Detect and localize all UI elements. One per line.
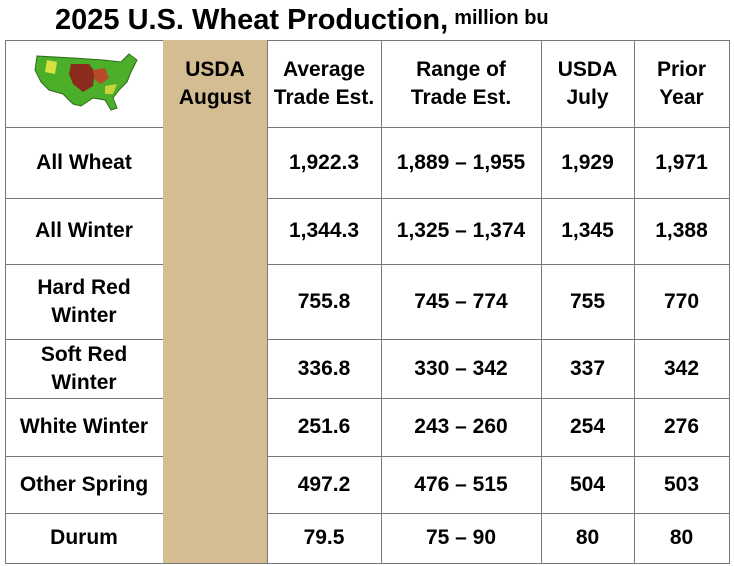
column-header: Average Trade Est. bbox=[267, 40, 382, 128]
column-header-line: USDA bbox=[185, 58, 245, 82]
column-header-line: August bbox=[178, 85, 252, 109]
usda-august-cell bbox=[163, 456, 268, 514]
usda-august-cell bbox=[163, 398, 268, 457]
row-label: Hard Red Winter bbox=[5, 264, 164, 340]
column-header-line: Trade Est. bbox=[410, 85, 512, 109]
usda-august-cell bbox=[163, 339, 268, 399]
value-cell: 79.5 bbox=[267, 513, 382, 564]
value-cell: 497.2 bbox=[267, 456, 382, 514]
usda-august-cell bbox=[163, 264, 268, 340]
row-label: White Winter bbox=[5, 398, 164, 457]
value-cell: 1,388 bbox=[634, 198, 730, 265]
column-header-line: Prior bbox=[656, 58, 706, 82]
row-label-line: All Winter bbox=[35, 219, 133, 243]
row-label-line: Soft Red bbox=[40, 343, 128, 367]
value-cell: 1,345 bbox=[541, 198, 635, 265]
value-cell: 342 bbox=[634, 339, 730, 399]
usda-august-cell bbox=[163, 198, 268, 265]
column-header: USDA August bbox=[163, 40, 268, 128]
map-cell bbox=[5, 40, 164, 128]
value-cell: 251.6 bbox=[267, 398, 382, 457]
value-cell: 1,971 bbox=[634, 127, 730, 199]
value-cell: 336.8 bbox=[267, 339, 382, 399]
value-cell: 243 – 260 bbox=[381, 398, 542, 457]
value-cell: 1,344.3 bbox=[267, 198, 382, 265]
title: 2025 U.S. Wheat Production, bbox=[55, 4, 449, 36]
row-label-line: Hard Red bbox=[37, 276, 131, 300]
column-header: Prior Year bbox=[634, 40, 730, 128]
value-cell: 276 bbox=[634, 398, 730, 457]
value-cell: 476 – 515 bbox=[381, 456, 542, 514]
row-label: Durum bbox=[5, 513, 164, 564]
value-cell: 504 bbox=[541, 456, 635, 514]
value-cell: 1,325 – 1,374 bbox=[381, 198, 542, 265]
value-cell: 770 bbox=[634, 264, 730, 340]
row-label: All Wheat bbox=[5, 127, 164, 199]
value-cell: 75 – 90 bbox=[381, 513, 542, 564]
value-cell: 80 bbox=[634, 513, 730, 564]
usda-august-cell bbox=[163, 127, 268, 199]
column-header-line: July bbox=[566, 85, 609, 109]
value-cell: 755 bbox=[541, 264, 635, 340]
column-header-line: USDA bbox=[557, 58, 618, 82]
row-label: Soft Red Winter bbox=[5, 339, 164, 399]
title-bar: 2025 U.S. Wheat Production, million bu bbox=[55, 4, 549, 37]
value-cell: 1,922.3 bbox=[267, 127, 382, 199]
row-label-line: White Winter bbox=[19, 415, 149, 439]
column-header-line: Range of bbox=[416, 58, 506, 82]
column-header-line: Average bbox=[282, 58, 366, 82]
column-header-line: Year bbox=[659, 85, 704, 109]
value-cell: 503 bbox=[634, 456, 730, 514]
usda-august-cell bbox=[163, 513, 268, 564]
column-header-line: Trade Est. bbox=[273, 85, 375, 109]
value-cell: 80 bbox=[541, 513, 635, 564]
value-cell: 330 – 342 bbox=[381, 339, 542, 399]
row-label: All Winter bbox=[5, 198, 164, 265]
unit: million bu bbox=[454, 7, 549, 29]
value-cell: 337 bbox=[541, 339, 635, 399]
row-label-line: Winter bbox=[51, 370, 117, 394]
table: USDA August Average Trade Est. Range of Trade… bbox=[5, 40, 730, 564]
value-cell: 254 bbox=[541, 398, 635, 457]
row-label: Other Spring bbox=[5, 456, 164, 514]
us-map-icon bbox=[34, 53, 138, 111]
value-cell: 745 – 774 bbox=[381, 264, 542, 340]
value-cell: 1,889 – 1,955 bbox=[381, 127, 542, 199]
row-label-line: Winter bbox=[51, 303, 117, 327]
column-header: Range of Trade Est. bbox=[381, 40, 542, 128]
column-header: USDA July bbox=[541, 40, 635, 128]
row-label-line: All Wheat bbox=[36, 150, 132, 174]
value-cell: 755.8 bbox=[267, 264, 382, 340]
row-label-line: Durum bbox=[50, 526, 118, 550]
value-cell: 1,929 bbox=[541, 127, 635, 199]
row-label-line: Other Spring bbox=[19, 472, 149, 496]
